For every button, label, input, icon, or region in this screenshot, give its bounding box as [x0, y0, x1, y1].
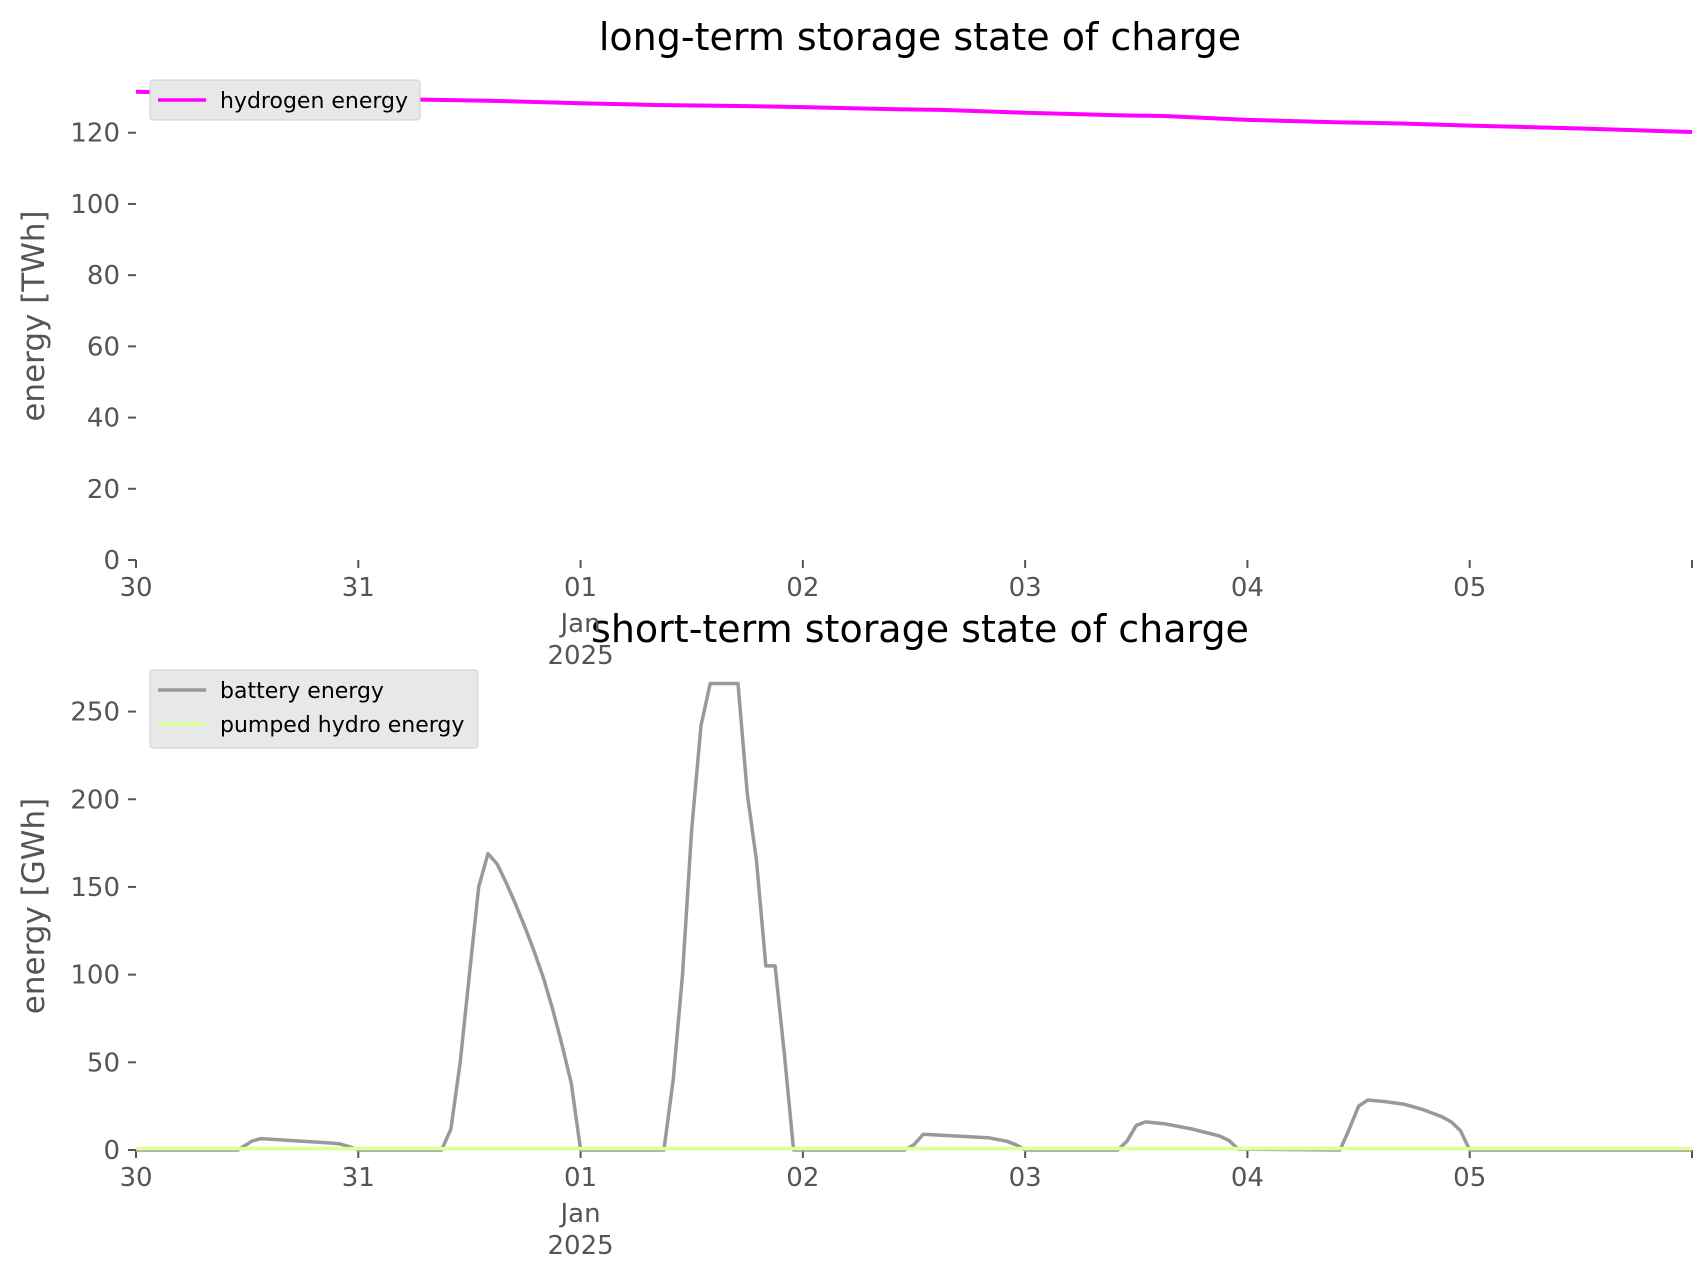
x-tick-label: 03 [1009, 573, 1042, 603]
legend-box [149, 669, 479, 749]
legend-box [149, 79, 421, 121]
y-tick-label: 200 [70, 785, 120, 815]
x-tick-label: 05 [1453, 573, 1486, 603]
chart-1-title: long-term storage state of charge [599, 15, 1241, 59]
x-tick-label: 30 [119, 1163, 152, 1193]
y-tick-label: 0 [103, 546, 120, 576]
y-tick-label: 80 [87, 261, 120, 291]
series-line-battery-energy [136, 681, 1692, 1152]
y-tick-label: 120 [70, 119, 120, 149]
y-tick-label: 100 [70, 190, 120, 220]
y-tick-label: 40 [87, 404, 120, 434]
y-tick-label: 100 [70, 961, 120, 991]
chart-2-title: short-term storage state of charge [591, 607, 1249, 651]
x-tick-sublabel: Jan [559, 1199, 601, 1229]
y-tick-label: 20 [87, 475, 120, 505]
x-tick-sublabel: 2025 [547, 1231, 613, 1261]
chart-2-ylabel: energy [GWh] [16, 798, 52, 1014]
x-tick-label: 03 [1009, 1163, 1042, 1193]
x-tick-label: 31 [342, 1163, 375, 1193]
legend-entry: battery energy [220, 679, 384, 704]
legend-entry: hydrogen energy [220, 89, 408, 114]
y-tick-label: 60 [87, 332, 120, 362]
series-line-hydrogen-energy [135, 89, 1693, 134]
chart-1-ylabel: energy [TWh] [16, 210, 52, 421]
x-tick-label: 04 [1231, 573, 1264, 603]
y-tick-label: 150 [70, 873, 120, 903]
y-tick-label: 50 [87, 1048, 120, 1078]
y-tick-label: 250 [70, 698, 120, 728]
x-tick-label: 01 [564, 573, 597, 603]
y-tick-label: 0 [103, 1136, 120, 1166]
x-tick-sublabel: 2025 [547, 641, 613, 671]
x-tick-label: 30 [119, 573, 152, 603]
legend-entry: pumped hydro energy [220, 713, 464, 738]
x-tick-label: 01 [564, 1163, 597, 1193]
x-tick-label: 02 [786, 1163, 819, 1193]
x-tick-label: 02 [786, 573, 819, 603]
x-tick-label: 04 [1231, 1163, 1264, 1193]
x-tick-sublabel: Jan [559, 609, 601, 639]
x-tick-label: 05 [1453, 1163, 1486, 1193]
x-tick-label: 31 [342, 573, 375, 603]
